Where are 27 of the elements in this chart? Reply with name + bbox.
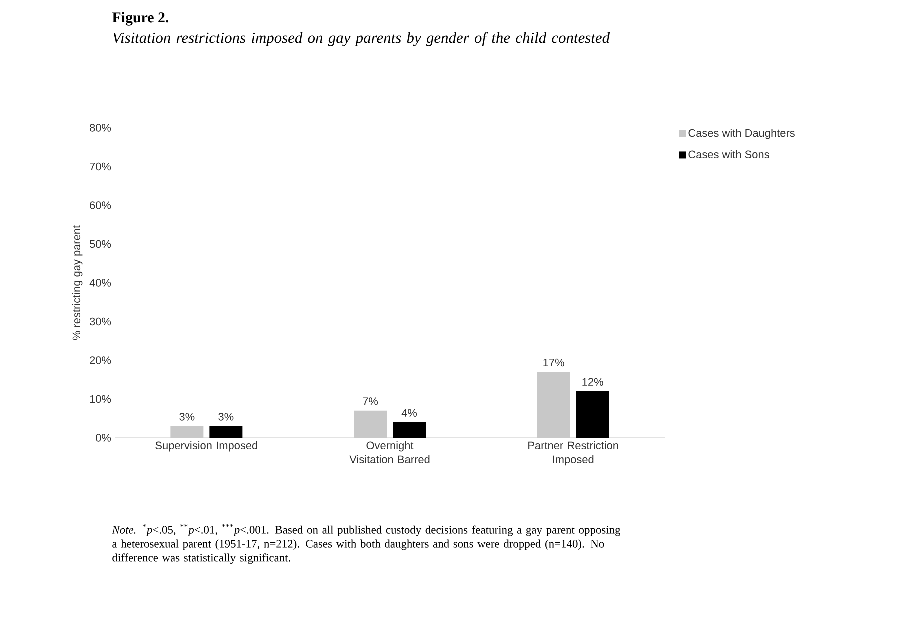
text: Note. $^{*}$p<.05, $^{**}$p<.01, $^{***}$p<.001. Based on all published custody decisions featuring a gay parent opposing a heterosexual parent (1951-17, n=212). Cases with both daughters and sons were dropped (n=140). No difference was statistically significant. [112, 524, 621, 564]
bar [210, 426, 243, 438]
bar [393, 422, 426, 438]
chart-subtitle: Visitation restrictions imposed on gay parents by gender of the child contested [113, 32, 610, 46]
legend-label: Cases with Sons [688, 150, 770, 159]
x-tick-label: Supervision Imposed [156, 442, 258, 452]
data-label: 17% [544, 358, 564, 367]
data-label: 7% [363, 398, 378, 406]
y-tick-label: 80% [90, 124, 112, 132]
y-axis-title: % restricting gay parent [72, 226, 83, 340]
y-tick-label: 40% [90, 279, 112, 287]
y-tick-label: 10% [90, 395, 112, 404]
data-label: 3% [218, 413, 234, 421]
y-tick-label: 50% [90, 240, 112, 248]
data-label: 4% [402, 409, 418, 417]
chart-title: Figure 2. [112, 12, 169, 26]
data-label: 12% [582, 378, 604, 386]
bar [576, 391, 610, 438]
y-tick-label: 60% [90, 202, 112, 210]
y-tick-label: 0% [96, 434, 112, 442]
x-tick-label: Overnight Visitation Barred [350, 442, 430, 464]
y-tick-label: 70% [90, 162, 112, 171]
data-label: 3% [180, 413, 195, 421]
y-tick-label: 30% [90, 318, 112, 326]
legend-label: Cases with Daughters [688, 129, 795, 140]
y-tick-label: 20% [90, 356, 112, 364]
x-tick-label: Partner Restriction Imposed [528, 442, 618, 466]
